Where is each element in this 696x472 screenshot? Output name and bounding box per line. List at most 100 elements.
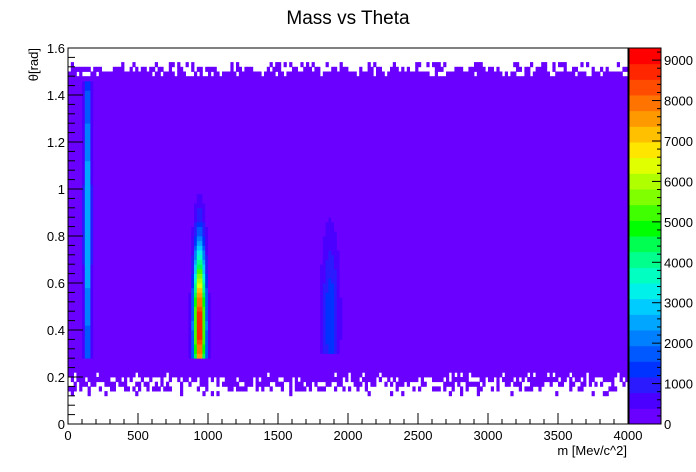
- heatmap-cell: [476, 320, 480, 326]
- heatmap-cell: [614, 386, 618, 392]
- heatmap-cell: [518, 292, 522, 298]
- heatmap-cell: [177, 367, 181, 373]
- heatmap-cell: [222, 320, 226, 326]
- heatmap-cell: [471, 372, 475, 378]
- heatmap-cell: [622, 334, 626, 340]
- heatmap-cell: [412, 348, 416, 354]
- heatmap-cell: [504, 311, 508, 317]
- heatmap-cell: [359, 268, 363, 274]
- heatmap-cell: [247, 362, 251, 368]
- heatmap-cell: [406, 353, 410, 359]
- heatmap-cell: [423, 278, 427, 284]
- heatmap-cell: [163, 301, 167, 307]
- heatmap-cell: [451, 372, 455, 378]
- heatmap-cell: [614, 301, 618, 307]
- heatmap-cell: [76, 367, 80, 373]
- heatmap-cell: [104, 311, 108, 317]
- heatmap-cell: [378, 353, 382, 359]
- heatmap-cell: [149, 367, 153, 373]
- heatmap-cell: [261, 362, 265, 368]
- heatmap-cell: [110, 311, 114, 317]
- heatmap-cell: [146, 367, 150, 373]
- heatmap-cell: [241, 273, 245, 279]
- heatmap-cell: [252, 264, 256, 270]
- heatmap-cell: [311, 283, 315, 289]
- heatmap-cell: [294, 278, 298, 284]
- heatmap-cell: [600, 325, 604, 331]
- heatmap-cell: [342, 320, 346, 326]
- heatmap-cell: [230, 278, 234, 284]
- heatmap-cell: [429, 287, 433, 293]
- heatmap-cell: [118, 292, 122, 298]
- heatmap-cell: [194, 362, 198, 368]
- heatmap-cell: [364, 362, 368, 368]
- heatmap-cell: [90, 315, 94, 321]
- heatmap-cell: [530, 311, 534, 317]
- heatmap-cell: [513, 287, 517, 293]
- heatmap-cell: [418, 339, 422, 345]
- heatmap-cell: [160, 273, 164, 279]
- heatmap-cell: [84, 292, 88, 298]
- heatmap-cell: [317, 287, 321, 293]
- heatmap-cell: [283, 377, 287, 383]
- heatmap-cell: [488, 325, 492, 331]
- heatmap-cell: [68, 315, 72, 321]
- heatmap-cell: [555, 372, 559, 378]
- heatmap-cell: [154, 362, 158, 368]
- heatmap-cell: [328, 372, 332, 378]
- heatmap-cell: [322, 377, 326, 383]
- heatmap-cell: [135, 264, 139, 270]
- heatmap-cell: [580, 287, 584, 293]
- heatmap-cell: [230, 283, 234, 289]
- heatmap-cell: [569, 362, 573, 368]
- heatmap-cell: [331, 320, 335, 326]
- heatmap-cell: [227, 353, 231, 359]
- heatmap-cell: [269, 325, 273, 331]
- heatmap-cell: [516, 344, 520, 350]
- heatmap-cell: [163, 320, 167, 326]
- heatmap-cell: [395, 330, 399, 336]
- heatmap-cell: [171, 330, 175, 336]
- heatmap-cell: [376, 362, 380, 368]
- heatmap-cell: [350, 292, 354, 298]
- heatmap-cell: [457, 334, 461, 340]
- heatmap-cell: [90, 362, 94, 368]
- heatmap-cell: [552, 315, 556, 321]
- heatmap-cell: [252, 301, 256, 307]
- heatmap-cell: [490, 315, 494, 321]
- heatmap-cell: [336, 358, 340, 364]
- heatmap-cell: [605, 315, 609, 321]
- heatmap-cell: [479, 297, 483, 303]
- heatmap-cell: [404, 367, 408, 373]
- heatmap-cell: [415, 330, 419, 336]
- heatmap-cell: [154, 334, 158, 340]
- heatmap-cell: [541, 283, 545, 289]
- heatmap-cell: [359, 353, 363, 359]
- heatmap-cell: [87, 344, 91, 350]
- heatmap-cell: [350, 283, 354, 289]
- heatmap-cell: [292, 353, 296, 359]
- heatmap-cell: [566, 353, 570, 359]
- heatmap-cell: [535, 377, 539, 383]
- heatmap-cell: [387, 297, 391, 303]
- heatmap-cell: [580, 306, 584, 312]
- heatmap-cell: [572, 297, 576, 303]
- heatmap-cell: [219, 273, 223, 279]
- heatmap-cell: [395, 292, 399, 298]
- heatmap-cell: [205, 292, 209, 298]
- heatmap-cell: [278, 325, 282, 331]
- heatmap-cell: [549, 273, 553, 279]
- heatmap-cell: [600, 287, 604, 293]
- heatmap-cell: [250, 278, 254, 284]
- heatmap-cell: [353, 344, 357, 350]
- heatmap-cell: [230, 358, 234, 364]
- heatmap-cell: [208, 358, 212, 364]
- heatmap-cell: [118, 306, 122, 312]
- heatmap-cell: [406, 301, 410, 307]
- heatmap-cell: [535, 301, 539, 307]
- heatmap-cell: [292, 348, 296, 354]
- heatmap-cell: [104, 315, 108, 321]
- heatmap-cell: [280, 264, 284, 270]
- heatmap-cell: [594, 301, 598, 307]
- heatmap-cell: [563, 292, 567, 298]
